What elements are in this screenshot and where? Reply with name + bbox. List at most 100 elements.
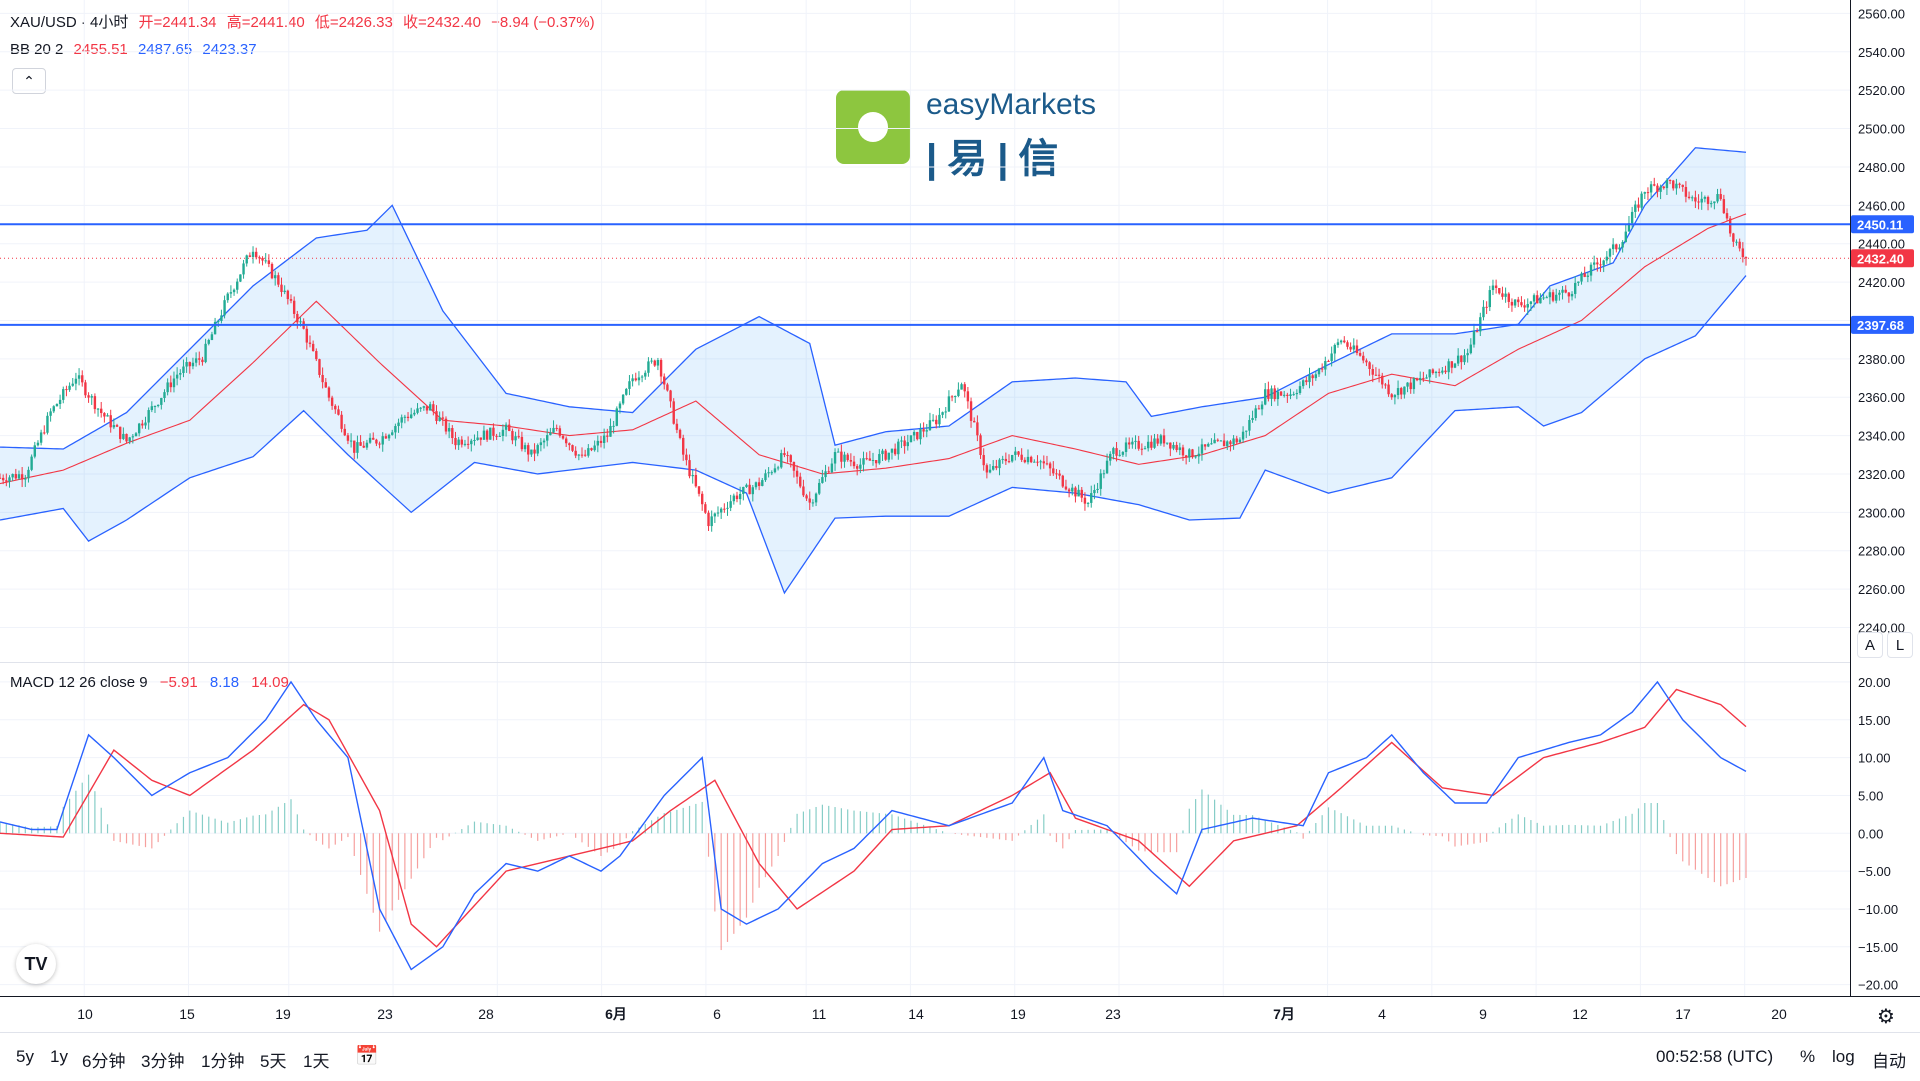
candle-body	[451, 428, 454, 439]
candle-body	[62, 389, 65, 400]
candle-body	[1646, 192, 1650, 194]
candle-body	[438, 417, 441, 421]
calendar-icon[interactable]: 📅	[355, 1046, 379, 1067]
candle-body	[1400, 388, 1403, 395]
candle-body	[1362, 355, 1365, 361]
candle-body	[1162, 435, 1166, 444]
candle-body	[1374, 374, 1378, 376]
candle-body	[112, 425, 116, 428]
clock-time[interactable]: 00:52:58 (UTC)	[1656, 1047, 1774, 1066]
candle-body	[957, 389, 960, 396]
log-toggle[interactable]: log	[1832, 1047, 1855, 1066]
candle-body	[1713, 201, 1716, 204]
candle-body	[1437, 371, 1441, 373]
candle-body	[1045, 463, 1049, 465]
candle-body	[1605, 256, 1609, 261]
percent-toggle[interactable]: %	[1800, 1047, 1816, 1066]
bb-legend[interactable]: BB 20 2 2455.51 2487.65 2423.37	[10, 41, 263, 58]
candle-body	[460, 439, 464, 445]
macd-tick-label: 5.00	[1858, 788, 1883, 803]
candle-body	[685, 454, 688, 461]
candle-body	[1580, 273, 1583, 282]
candle-body	[1475, 331, 1479, 333]
collapse-legend-button[interactable]: ⌃	[12, 68, 46, 94]
candle-body	[153, 406, 157, 408]
candle-body	[1409, 382, 1412, 390]
candle-body	[1678, 183, 1681, 185]
symbol-title[interactable]: XAU/USD · 4小时	[10, 14, 129, 31]
candle-body	[1536, 295, 1539, 304]
candle-body	[824, 471, 827, 478]
candle-body	[39, 432, 43, 443]
candle-body	[1333, 345, 1337, 354]
auto-scale-button[interactable]: A	[1857, 632, 1883, 658]
candle-body	[1482, 306, 1485, 318]
candle-body	[1055, 473, 1058, 475]
candle-body	[432, 404, 435, 412]
range-5d[interactable]: 5天	[260, 1052, 287, 1071]
macd-tick-label: 10.00	[1858, 751, 1891, 766]
candle-body	[220, 315, 223, 322]
candle-body	[1684, 186, 1688, 197]
candle-body	[137, 423, 141, 434]
candle-body	[125, 433, 128, 442]
candle-body	[837, 451, 840, 453]
candle-body	[1520, 302, 1523, 306]
candle-body	[1197, 453, 1200, 457]
candle-body	[305, 328, 309, 343]
candle-body	[1637, 204, 1640, 208]
candle-body	[1257, 408, 1261, 410]
candle-body	[527, 445, 530, 455]
candle-body	[245, 255, 248, 264]
candle-body	[520, 436, 524, 450]
candle-body	[928, 420, 932, 431]
range-5y[interactable]: 5y	[16, 1047, 34, 1066]
candle-body	[783, 453, 786, 456]
candle-body	[587, 448, 590, 456]
candle-body	[1649, 184, 1653, 193]
candle-body	[1719, 194, 1722, 200]
gear-icon[interactable]: ⚙	[1877, 1005, 1895, 1028]
candle-body	[1023, 459, 1027, 463]
chevron-up-icon: ⌃	[23, 72, 35, 89]
macd-hist-value: −5.91	[159, 674, 198, 691]
candle-body	[1532, 295, 1536, 302]
candle-body	[1352, 345, 1355, 350]
log-scale-button[interactable]: L	[1887, 632, 1913, 658]
range-1y[interactable]: 1y	[50, 1047, 68, 1066]
candle-body	[1697, 201, 1700, 203]
chart-canvas[interactable]: 2240.002260.002280.002300.002320.002340.…	[0, 0, 1920, 1032]
candle-body	[100, 408, 103, 414]
candle-body	[903, 440, 906, 447]
candle-body	[1159, 435, 1163, 444]
range-1d[interactable]: 1天	[303, 1052, 330, 1071]
tradingview-logo-icon[interactable]: TV	[16, 944, 56, 984]
candle-body	[1466, 353, 1469, 356]
level-price-tag-bg	[1851, 215, 1914, 234]
candle-body	[1153, 438, 1156, 448]
candle-body	[8, 477, 11, 482]
candle-body	[1007, 461, 1011, 463]
range-3min[interactable]: 3分钟	[141, 1052, 185, 1071]
candle-body	[391, 432, 394, 435]
time-tick-label: 15	[179, 1006, 195, 1022]
auto-toggle[interactable]: 自动	[1872, 1052, 1906, 1071]
candle-body	[1029, 456, 1033, 463]
candle-body	[1241, 431, 1245, 440]
candle-body	[489, 427, 492, 440]
macd-legend[interactable]: MACD 12 26 close 9 −5.91 8.18 14.09	[10, 674, 297, 691]
price-tick-label: 2300.00	[1858, 505, 1905, 520]
candle-body	[46, 415, 49, 433]
candle-body	[1615, 244, 1618, 250]
candle-body	[1074, 487, 1077, 497]
candle-body	[1665, 180, 1669, 189]
bb-upper-line	[0, 147, 1747, 450]
candle-body	[666, 384, 669, 391]
macd-signal-line	[0, 688, 1747, 948]
candle-body	[1735, 241, 1738, 243]
candle-body	[517, 436, 520, 438]
candle-body	[375, 439, 378, 444]
range-6min[interactable]: 6分钟	[82, 1052, 126, 1071]
range-1min[interactable]: 1分钟	[201, 1052, 245, 1071]
candle-body	[555, 427, 558, 429]
